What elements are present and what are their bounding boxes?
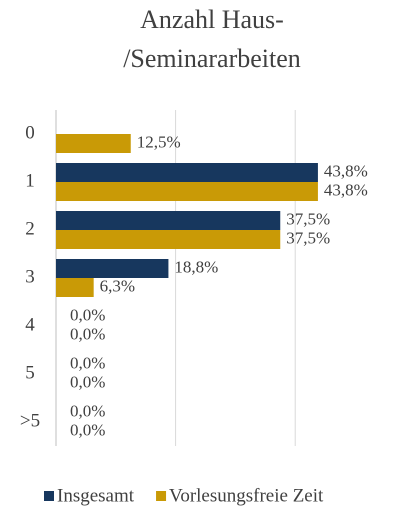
value-label: 0,0% [70,401,105,420]
value-label: 6,3% [100,276,135,295]
bar [56,259,169,278]
legend-swatch [44,491,54,501]
legend-swatch [156,491,167,501]
value-label: 12,5% [137,132,181,151]
chart-title: /Seminararbeiten [123,44,301,73]
y-tick-label: 2 [25,218,35,239]
value-label: 0,0% [70,324,105,343]
bar [56,163,318,182]
value-label: 37,5% [286,209,330,228]
value-label: 43,8% [324,161,368,180]
chart-title: Anzahl Haus- [140,5,284,34]
legend-label: Vorlesungsfreie Zeit [169,485,324,506]
y-tick-label: 0 [25,122,35,143]
value-label: 0,0% [70,305,105,324]
y-tick-label: 3 [25,266,35,287]
bar [56,182,318,201]
value-label: 0,0% [70,420,105,439]
value-label: 18,8% [174,257,218,276]
value-label: 0,0% [70,372,105,391]
bar [56,230,281,249]
value-label: 0,0% [70,353,105,372]
y-tick-label: >5 [20,410,40,431]
y-tick-label: 1 [25,170,35,191]
value-label: 43,8% [324,180,368,199]
bar [56,211,281,230]
bar [56,134,131,153]
legend-label: Insgesamt [57,485,135,506]
y-tick-label: 5 [25,362,35,383]
bar [56,278,94,297]
value-label: 37,5% [286,228,330,247]
y-tick-label: 4 [25,314,35,335]
